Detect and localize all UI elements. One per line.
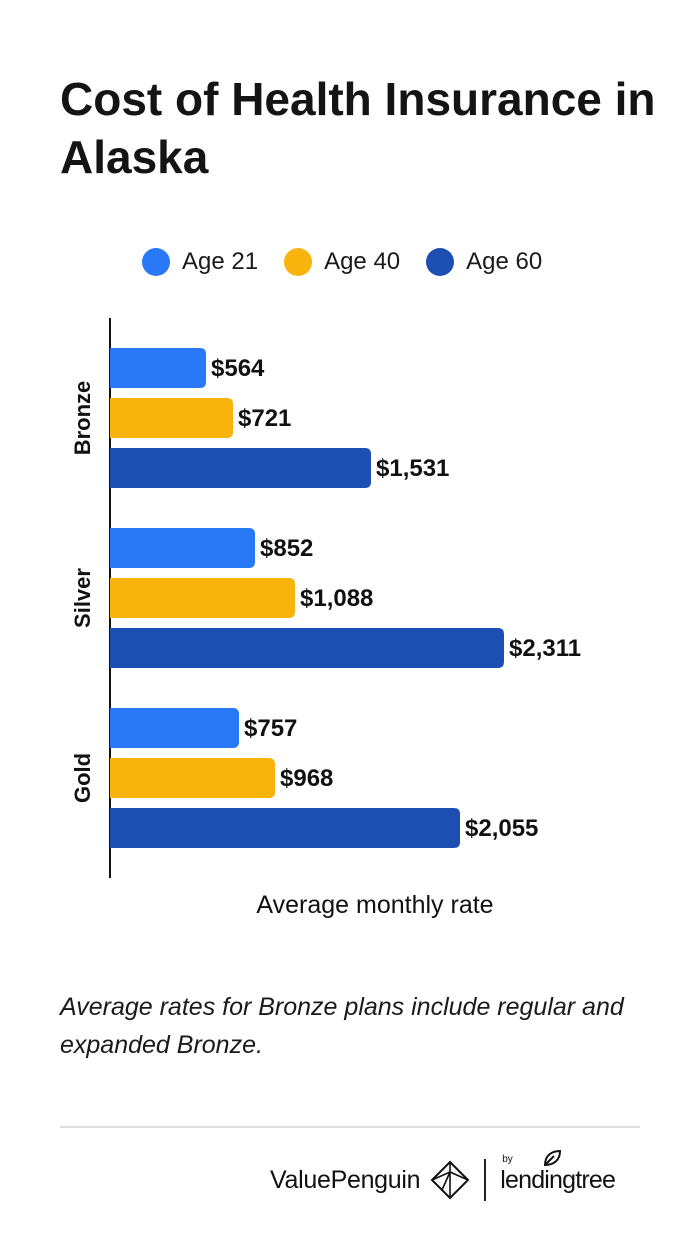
x-axis-title: Average monthly rate xyxy=(256,891,493,919)
valuepenguin-logo-icon xyxy=(430,1160,470,1200)
legend-label-age-21: Age 21 xyxy=(182,248,259,275)
bar-silver-age-21 xyxy=(110,528,255,568)
by-label: by xyxy=(502,1153,513,1165)
legend-dot-age-21 xyxy=(142,248,170,276)
chart-legend: Age 21 Age 40 Age 60 xyxy=(142,246,568,278)
data-label-bronze-age-40: $721 xyxy=(238,405,291,432)
data-label-gold-age-40: $968 xyxy=(280,765,333,792)
legend-item-age-60: Age 60 xyxy=(426,248,542,276)
bar-silver-age-60 xyxy=(110,628,504,668)
bar-gold-age-40 xyxy=(110,758,275,798)
data-label-bronze-age-60: $1,531 xyxy=(376,455,449,482)
data-label-gold-age-21: $757 xyxy=(244,715,297,742)
lendingtree-logo: by lendingtree xyxy=(500,1149,616,1195)
bar-gold-age-21 xyxy=(110,708,239,748)
category-label-bronze: Bronze xyxy=(70,381,95,456)
page-title: Cost of Health Insurance in Alaska xyxy=(60,73,656,183)
legend-label-age-60: Age 60 xyxy=(466,248,543,275)
leaf-icon xyxy=(544,1149,562,1166)
bar-bronze-age-21 xyxy=(110,348,206,388)
legend-item-age-21: Age 21 xyxy=(142,248,258,276)
legend-dot-age-40 xyxy=(284,248,313,276)
legend-item-age-40: Age 40 xyxy=(284,248,400,276)
category-label-gold: Gold xyxy=(70,753,95,803)
bar-bronze-age-40 xyxy=(110,398,233,438)
footer-divider xyxy=(60,1126,640,1128)
category-label-silver: Silver xyxy=(70,568,95,628)
legend-dot-age-60 xyxy=(426,248,455,276)
data-label-silver-age-21: $852 xyxy=(260,535,313,562)
lendingtree-wordmark: lendingtree xyxy=(500,1165,616,1194)
data-label-gold-age-60: $2,055 xyxy=(465,815,538,842)
bar-bronze-age-60 xyxy=(110,448,371,488)
legend-label-age-40: Age 40 xyxy=(324,248,401,275)
data-label-bronze-age-21: $564 xyxy=(211,355,265,382)
footer-separator xyxy=(484,1159,487,1201)
chart-footnote: Average rates for Bronze plans include r… xyxy=(60,993,624,1059)
data-label-silver-age-60: $2,311 xyxy=(509,635,581,662)
bar-silver-age-40 xyxy=(110,578,295,618)
footer-logos: ValuePenguin by lendingtree xyxy=(270,1149,616,1204)
bar-chart: $564 $721 $1,531 Bronze $852 $1,088 $2,311 Silv… xyxy=(70,318,581,919)
bar-gold-age-60 xyxy=(110,808,460,848)
valuepenguin-wordmark: ValuePenguin xyxy=(270,1165,421,1194)
data-label-silver-age-40: $1,088 xyxy=(300,585,373,612)
